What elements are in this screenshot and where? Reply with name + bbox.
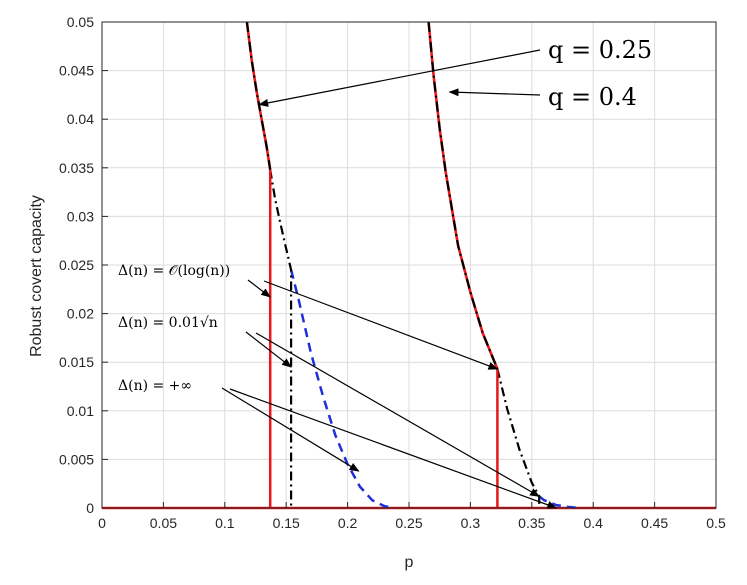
- arrow-delta-sqrt-b: [255, 332, 541, 497]
- x-tick-label: 0.15: [273, 515, 300, 531]
- y-tick-labels: 0 0.005 0.01 0.015 0.02 0.025 0.03 0.035 0.04 0.0…: [59, 14, 94, 516]
- annotation-q025: q = 0.25: [548, 36, 652, 64]
- x-tick-label: 0.45: [641, 515, 668, 531]
- y-tick-label: 0.04: [67, 111, 94, 127]
- plot-frame: [101, 21, 717, 509]
- arrow-delta-log-b: [263, 280, 499, 370]
- series-delta-sqrt-q025: [269, 169, 293, 508]
- x-tick-label: 0.35: [518, 515, 545, 531]
- y-tick-label: 0.01: [67, 403, 94, 419]
- y-tick-label: 0.02: [67, 306, 94, 322]
- arrow-q04: [448, 88, 541, 97]
- y-axis-label: Robust covert capacity: [28, 195, 45, 357]
- annotation-q04: q = 0.4: [548, 83, 637, 111]
- y-tick-label: 0.005: [59, 451, 94, 467]
- x-tick-label: 0: [98, 515, 106, 531]
- y-tick-label: 0.035: [59, 160, 94, 176]
- y-tick-label: 0.025: [59, 257, 94, 273]
- y-tick-label: 0.015: [59, 354, 94, 370]
- x-tick-label: 0.4: [583, 515, 603, 531]
- x-tick-labels: 0 0.05 0.1 0.15 0.2 0.25 0.3 0.35 0.4 0.45 0.5: [98, 515, 726, 531]
- series-common-q04: [427, 21, 499, 370]
- x-tick-label: 0.25: [395, 515, 422, 531]
- x-tick-label: 0.1: [215, 515, 235, 531]
- annotation-delta-inf: Δ(n) = +∞: [118, 378, 192, 394]
- arrow-delta-inf-a: [221, 387, 360, 472]
- series-delta-sqrt-q04: [496, 368, 541, 508]
- annotations: q = 0.25 q = 0.4 Δ(n) = 𝒪(log(n)) Δ(n) =…: [118, 36, 652, 394]
- arrows: [221, 49, 558, 509]
- y-tick-label: 0.045: [59, 63, 94, 79]
- annotation-delta-log: Δ(n) = 𝒪(log(n)): [118, 263, 230, 279]
- x-tick-label: 0.3: [461, 515, 481, 531]
- series-common-q04-red: [427, 21, 499, 370]
- arrow-delta-sqrt-a: [245, 331, 292, 368]
- arrow-delta-log-a: [247, 279, 272, 298]
- series-delta-inf-q04: [538, 495, 582, 510]
- x-axis-label: p: [405, 554, 414, 571]
- annotation-delta-sqrt: Δ(n) = 0.01√n: [118, 315, 218, 331]
- y-tick-label: 0: [86, 500, 94, 516]
- x-tick-label: 0.2: [338, 515, 358, 531]
- y-tick-label: 0.03: [67, 208, 94, 224]
- x-tick-label: 0.05: [150, 515, 177, 531]
- series-delta-inf-q025: [289, 269, 395, 510]
- x-tick-label: 0.5: [706, 515, 726, 531]
- arrow-q025: [258, 49, 541, 107]
- arrow-delta-inf-b: [229, 388, 558, 509]
- y-tick-label: 0.05: [67, 14, 94, 30]
- axes: [101, 21, 717, 509]
